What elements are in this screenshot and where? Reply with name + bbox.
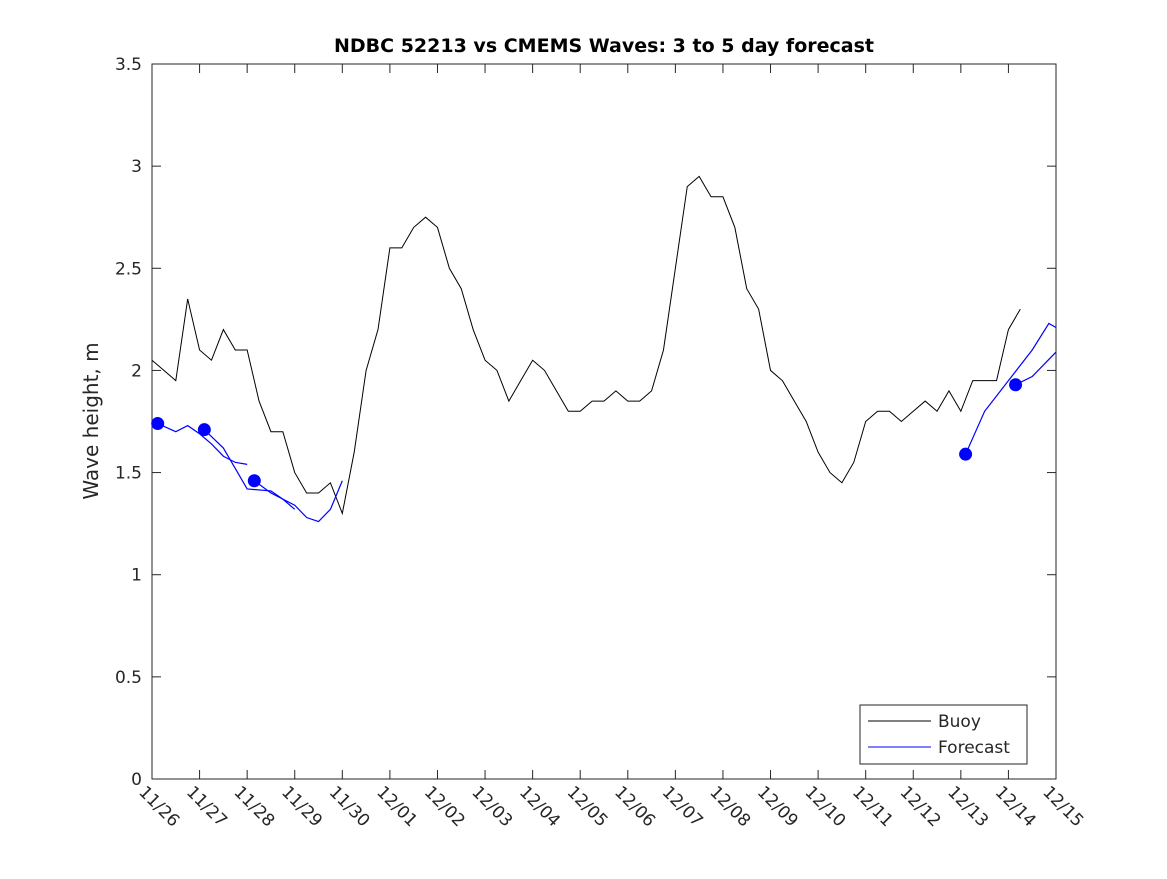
forecast-start-marker bbox=[151, 417, 165, 431]
plot-area bbox=[151, 63, 1057, 780]
legend-forecast-label: Forecast bbox=[938, 738, 1010, 758]
forecast-start-marker bbox=[247, 474, 261, 488]
y-tick-label: 1 bbox=[131, 566, 142, 586]
y-tick-label: 2.5 bbox=[115, 259, 142, 279]
y-tick-label: 1.5 bbox=[115, 464, 142, 484]
chart-title: NDBC 52213 vs CMEMS Waves: 3 to 5 day fo… bbox=[334, 35, 874, 57]
forecast-start-marker bbox=[197, 423, 211, 437]
y-tick-label: 0.5 bbox=[115, 668, 142, 688]
forecast-start-marker bbox=[959, 447, 973, 461]
forecast-start-marker bbox=[1009, 378, 1023, 392]
legend: Buoy Forecast bbox=[859, 704, 1028, 765]
y-tick-label: 2 bbox=[131, 361, 142, 381]
y-tick-label: 3.5 bbox=[115, 55, 142, 75]
legend-box bbox=[859, 704, 1028, 765]
y-tick-label: 0 bbox=[131, 770, 142, 790]
y-axis-label: Wave height, m bbox=[79, 342, 103, 499]
forecast-line-3 bbox=[965, 322, 1057, 455]
y-tick-label: 3 bbox=[131, 157, 142, 177]
forecast-line-0 bbox=[157, 422, 248, 465]
buoy-line bbox=[151, 175, 1021, 516]
forecast-line-4 bbox=[1015, 351, 1057, 386]
legend-buoy-label: Buoy bbox=[938, 712, 981, 732]
forecast-line-2 bbox=[253, 480, 343, 523]
